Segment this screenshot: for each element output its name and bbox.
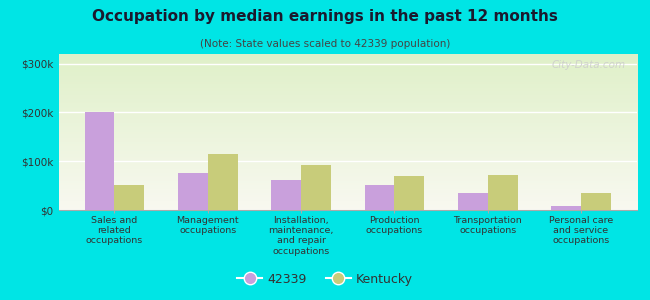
- Bar: [581, 193, 611, 210]
- Bar: [208, 154, 238, 210]
- Bar: [84, 112, 114, 210]
- Text: (Note: State values scaled to 42339 population): (Note: State values scaled to 42339 popu…: [200, 39, 450, 49]
- Bar: [301, 165, 331, 210]
- Bar: [365, 184, 395, 210]
- Bar: [395, 176, 424, 210]
- Bar: [114, 184, 144, 210]
- Legend: 42339, Kentucky: 42339, Kentucky: [233, 268, 417, 291]
- Bar: [488, 175, 517, 210]
- Bar: [271, 180, 301, 210]
- Text: City-Data.com: City-Data.com: [551, 60, 625, 70]
- Text: Occupation by median earnings in the past 12 months: Occupation by median earnings in the pas…: [92, 9, 558, 24]
- Bar: [551, 206, 581, 210]
- Bar: [458, 193, 488, 210]
- Bar: [178, 173, 208, 210]
